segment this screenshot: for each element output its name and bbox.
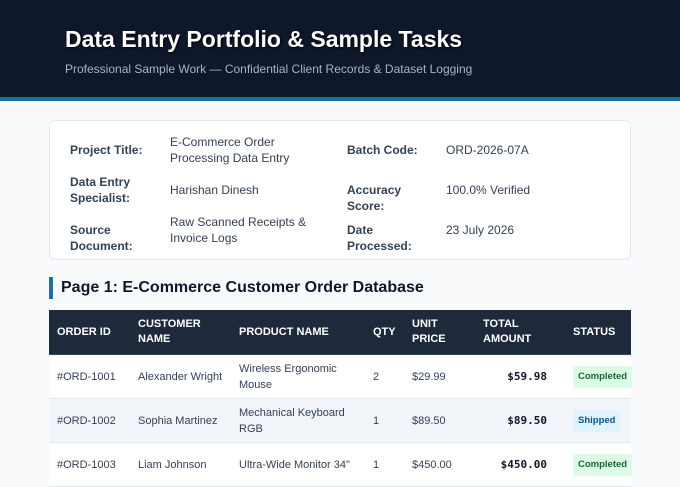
- column-header: ORDER ID: [49, 310, 130, 355]
- section-title: Page 1: E-Commerce Customer Order Databa…: [49, 277, 424, 299]
- field-value: Harishan Dinesh: [170, 183, 259, 197]
- field-label: Accuracy Score:: [347, 183, 402, 213]
- field-value: 23 July 2026: [446, 223, 515, 237]
- status-cell: Completed: [565, 442, 633, 487]
- orders-table: ORDER ID CUSTOMER NAME PRODUCT NAME QTY UNIT…: [49, 310, 633, 487]
- table-row: #ORD-1001 Alexander Wright Wireless Ergono…: [49, 354, 633, 399]
- header-row: ORDER ID CUSTOMER NAME PRODUCT NAME QTY UNIT…: [49, 310, 631, 355]
- status-badge: Completed: [573, 453, 633, 476]
- table-cell: Mechanical Keyboard RGB: [231, 398, 365, 443]
- info-card: Project Title: E-Commerce Order Processin…: [49, 120, 631, 260]
- status-badge: Completed: [573, 365, 633, 388]
- field-value: 100.0% Verified: [446, 183, 531, 197]
- table-cell: $59.98: [475, 354, 565, 399]
- status-cell: Completed: [565, 354, 633, 399]
- field-label: Source Document:: [70, 223, 133, 253]
- table-cell: $89.50: [475, 398, 565, 443]
- column-header: TOTAL AMOUNT: [475, 310, 565, 355]
- table-cell: Sophia Martinez: [130, 398, 231, 443]
- table-cell: Liam Johnson: [130, 442, 231, 487]
- field-label: Project Title:: [70, 143, 143, 157]
- table-row: #ORD-1003 Liam Johnson Ultra-Wide Monitor …: [49, 442, 633, 487]
- table-cell: 1: [365, 398, 404, 443]
- table-row: #ORD-1002 Sophia Martinez Mechanical Keybo…: [49, 398, 631, 443]
- field-value: E-Commerce Order Processing Data Entry: [170, 135, 290, 165]
- table-cell: 1: [365, 442, 404, 487]
- table-cell: $450.00: [475, 442, 565, 487]
- table-cell: $450.00: [404, 442, 475, 487]
- table-cell: Ultra-Wide Monitor 34": [231, 442, 365, 487]
- status-badge: Shipped: [573, 409, 621, 432]
- table-cell: #ORD-1002: [49, 398, 130, 443]
- table-cell: #ORD-1001: [49, 354, 130, 399]
- subtitle: Professional Sample Work — Confidential …: [65, 62, 473, 76]
- column-header: PRODUCT NAME: [231, 310, 365, 355]
- field-label: Data Entry Specialist:: [70, 175, 131, 205]
- column-header: QTY: [365, 310, 404, 355]
- field-value: Raw Scanned Receipts & Invoice Logs: [170, 215, 307, 245]
- header: Data Entry Portfolio & Sample Tasks Prof…: [0, 0, 680, 101]
- status-cell: Shipped: [565, 398, 631, 443]
- field-value: ORD-2026-07A: [446, 143, 529, 157]
- table-cell: $29.99: [404, 354, 475, 399]
- column-header: STATUS: [565, 310, 631, 355]
- table-cell: $89.50: [404, 398, 475, 443]
- field-label: Batch Code:: [347, 143, 418, 157]
- column-header: CUSTOMER NAME: [130, 310, 231, 355]
- table-cell: 2: [365, 354, 404, 399]
- table-cell: #ORD-1003: [49, 442, 130, 487]
- title: Data Entry Portfolio & Sample Tasks: [65, 26, 463, 52]
- table-cell: Alexander Wright: [130, 354, 231, 399]
- table-cell: Wireless Ergonomic Mouse: [231, 354, 365, 399]
- field-label: Date Processed:: [347, 223, 412, 253]
- column-header: UNIT PRICE: [404, 310, 475, 355]
